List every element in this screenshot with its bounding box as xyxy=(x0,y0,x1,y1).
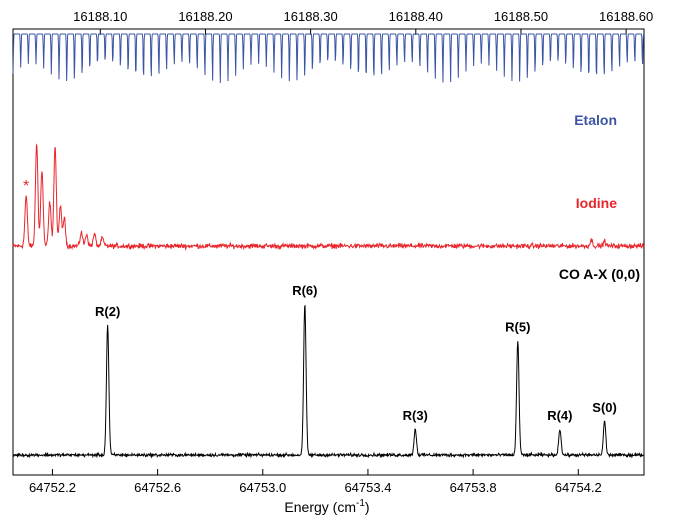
peak-label: R(5) xyxy=(505,320,530,335)
bottom-tick-label: 64752.6 xyxy=(134,480,181,495)
bottom-tick-label: 64754.2 xyxy=(555,480,602,495)
top-tick-label: 16188.60 xyxy=(599,9,653,24)
bottom-tick-label: 64753.0 xyxy=(239,480,286,495)
traces xyxy=(12,33,645,459)
peak-label: S(0) xyxy=(592,400,617,415)
top-tick-label: 16188.40 xyxy=(389,9,443,24)
bottom-axis: 64752.2 64752.6 64753.0 64753.4 64753.8 64754… xyxy=(29,469,602,495)
x-axis-title: Energy (cm-1) xyxy=(284,498,369,515)
series-labels: Etalon Iodine CO A-X (0,0) R(2) R(6) R(3) R(5)… xyxy=(23,112,640,423)
bottom-tick-label: 64752.2 xyxy=(29,480,76,495)
co-label: CO A-X (0,0) xyxy=(559,266,640,282)
iodine-label: Iodine xyxy=(576,195,617,211)
series-line-co-a-x-0-0- xyxy=(12,305,645,459)
top-axis: 16188.10 16188.20 16188.30 16188.40 16188.50… xyxy=(73,9,653,35)
series-line-etalon xyxy=(12,33,645,84)
peak-label: R(3) xyxy=(403,408,428,423)
plot-frame xyxy=(12,28,645,476)
peak-label: R(2) xyxy=(95,304,120,319)
peak-label: R(4) xyxy=(547,408,572,423)
etalon-label: Etalon xyxy=(574,112,617,128)
series-line-iodine xyxy=(12,143,645,252)
top-tick-label: 16188.50 xyxy=(494,9,548,24)
bottom-tick-label: 64753.8 xyxy=(450,480,497,495)
asterisk-annotation: * xyxy=(23,178,29,195)
peak-label: R(6) xyxy=(292,283,317,298)
bottom-tick-label: 64753.4 xyxy=(344,480,391,495)
top-tick-label: 16188.10 xyxy=(73,9,127,24)
top-tick-label: 16188.30 xyxy=(284,9,338,24)
top-tick-label: 16188.20 xyxy=(178,9,232,24)
